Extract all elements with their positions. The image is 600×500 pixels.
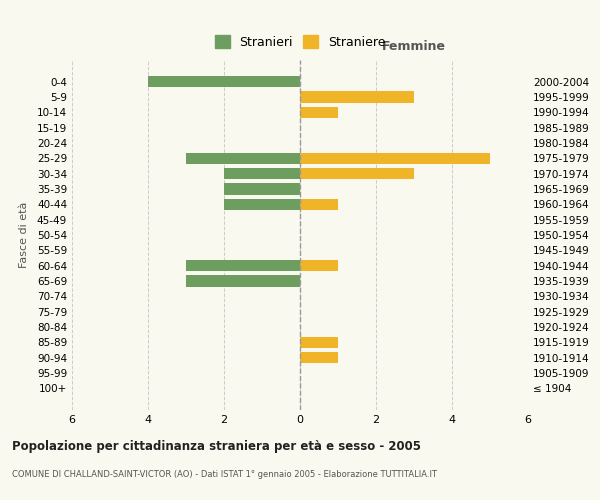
Bar xyxy=(300,336,338,348)
Bar xyxy=(300,352,338,364)
Bar xyxy=(186,260,300,272)
Bar xyxy=(148,76,300,88)
Bar xyxy=(300,152,490,164)
Bar xyxy=(186,276,300,287)
Bar xyxy=(300,91,414,102)
Bar xyxy=(224,183,300,194)
Bar xyxy=(300,198,338,210)
Text: Femmine: Femmine xyxy=(382,40,446,53)
Bar xyxy=(224,168,300,179)
Bar xyxy=(300,106,338,118)
Bar xyxy=(224,198,300,210)
Text: Popolazione per cittadinanza straniera per età e sesso - 2005: Popolazione per cittadinanza straniera p… xyxy=(12,440,421,453)
Legend: Stranieri, Straniere: Stranieri, Straniere xyxy=(211,31,389,52)
Bar xyxy=(186,152,300,164)
Y-axis label: Fasce di età: Fasce di età xyxy=(19,202,29,268)
Text: COMUNE DI CHALLAND-SAINT-VICTOR (AO) - Dati ISTAT 1° gennaio 2005 - Elaborazione: COMUNE DI CHALLAND-SAINT-VICTOR (AO) - D… xyxy=(12,470,437,479)
Bar xyxy=(300,168,414,179)
Bar xyxy=(300,260,338,272)
